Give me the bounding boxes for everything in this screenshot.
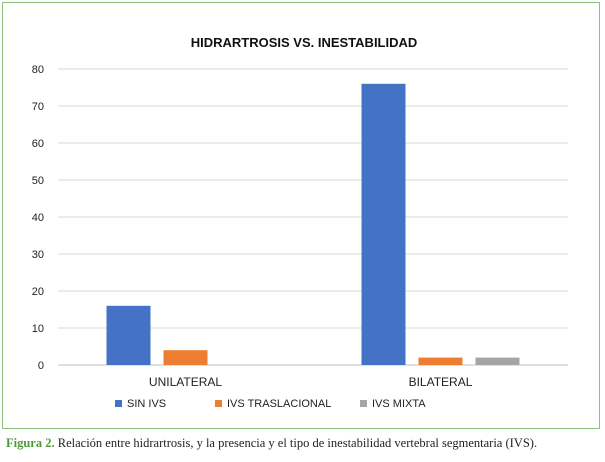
y-tick-label: 0 <box>38 360 44 372</box>
figure-caption: Figura 2. Relación entre hidrartrosis, y… <box>6 436 602 451</box>
legend: SIN IVS IVS TRASLACIONAL IVS MIXTA <box>115 398 426 410</box>
y-tick-label: 20 <box>32 286 44 298</box>
bar-unilateral-sin-ivs <box>106 305 151 365</box>
caption-label: Figura 2. <box>6 436 55 450</box>
legend-swatch <box>360 400 367 407</box>
bars <box>106 83 520 366</box>
legend-label: SIN IVS <box>127 398 166 410</box>
caption-text: Relación entre hidrartrosis, y la presen… <box>54 436 538 450</box>
bar-bilateral-sin-ivs <box>361 83 406 366</box>
bar-unilateral-ivs-traslacional <box>163 350 208 365</box>
legend-swatch <box>115 400 122 407</box>
x-tick-label: BILATERAL <box>409 375 473 389</box>
x-tick-label: UNILATERAL <box>149 375 222 389</box>
y-tick-label: 60 <box>32 138 44 150</box>
y-axis: 0 10 20 30 40 50 60 70 80 <box>32 64 44 372</box>
bar-bilateral-ivs-traslacional <box>418 357 463 365</box>
legend-label: IVS TRASLACIONAL <box>227 398 331 410</box>
x-axis: UNILATERAL BILATERAL <box>149 375 473 389</box>
bar-bilateral-ivs-mixta <box>475 357 520 365</box>
y-tick-label: 30 <box>32 249 44 261</box>
legend-swatch <box>215 400 222 407</box>
legend-label: IVS MIXTA <box>372 398 426 410</box>
chart-frame: HIDRARTROSIS VS. INESTABILIDAD 0 10 20 30 40… <box>2 2 600 429</box>
chart-title: HIDRARTROSIS VS. INESTABILIDAD <box>191 35 418 50</box>
y-tick-label: 40 <box>32 212 44 224</box>
y-tick-label: 80 <box>32 64 44 76</box>
y-tick-label: 50 <box>32 175 44 187</box>
legend-item: SIN IVS <box>115 398 166 410</box>
y-tick-label: 10 <box>32 323 44 335</box>
legend-item: IVS MIXTA <box>360 398 426 410</box>
legend-item: IVS TRASLACIONAL <box>215 398 331 410</box>
y-tick-label: 70 <box>32 101 44 113</box>
bar-chart: HIDRARTROSIS VS. INESTABILIDAD 0 10 20 30 40… <box>32 35 568 410</box>
